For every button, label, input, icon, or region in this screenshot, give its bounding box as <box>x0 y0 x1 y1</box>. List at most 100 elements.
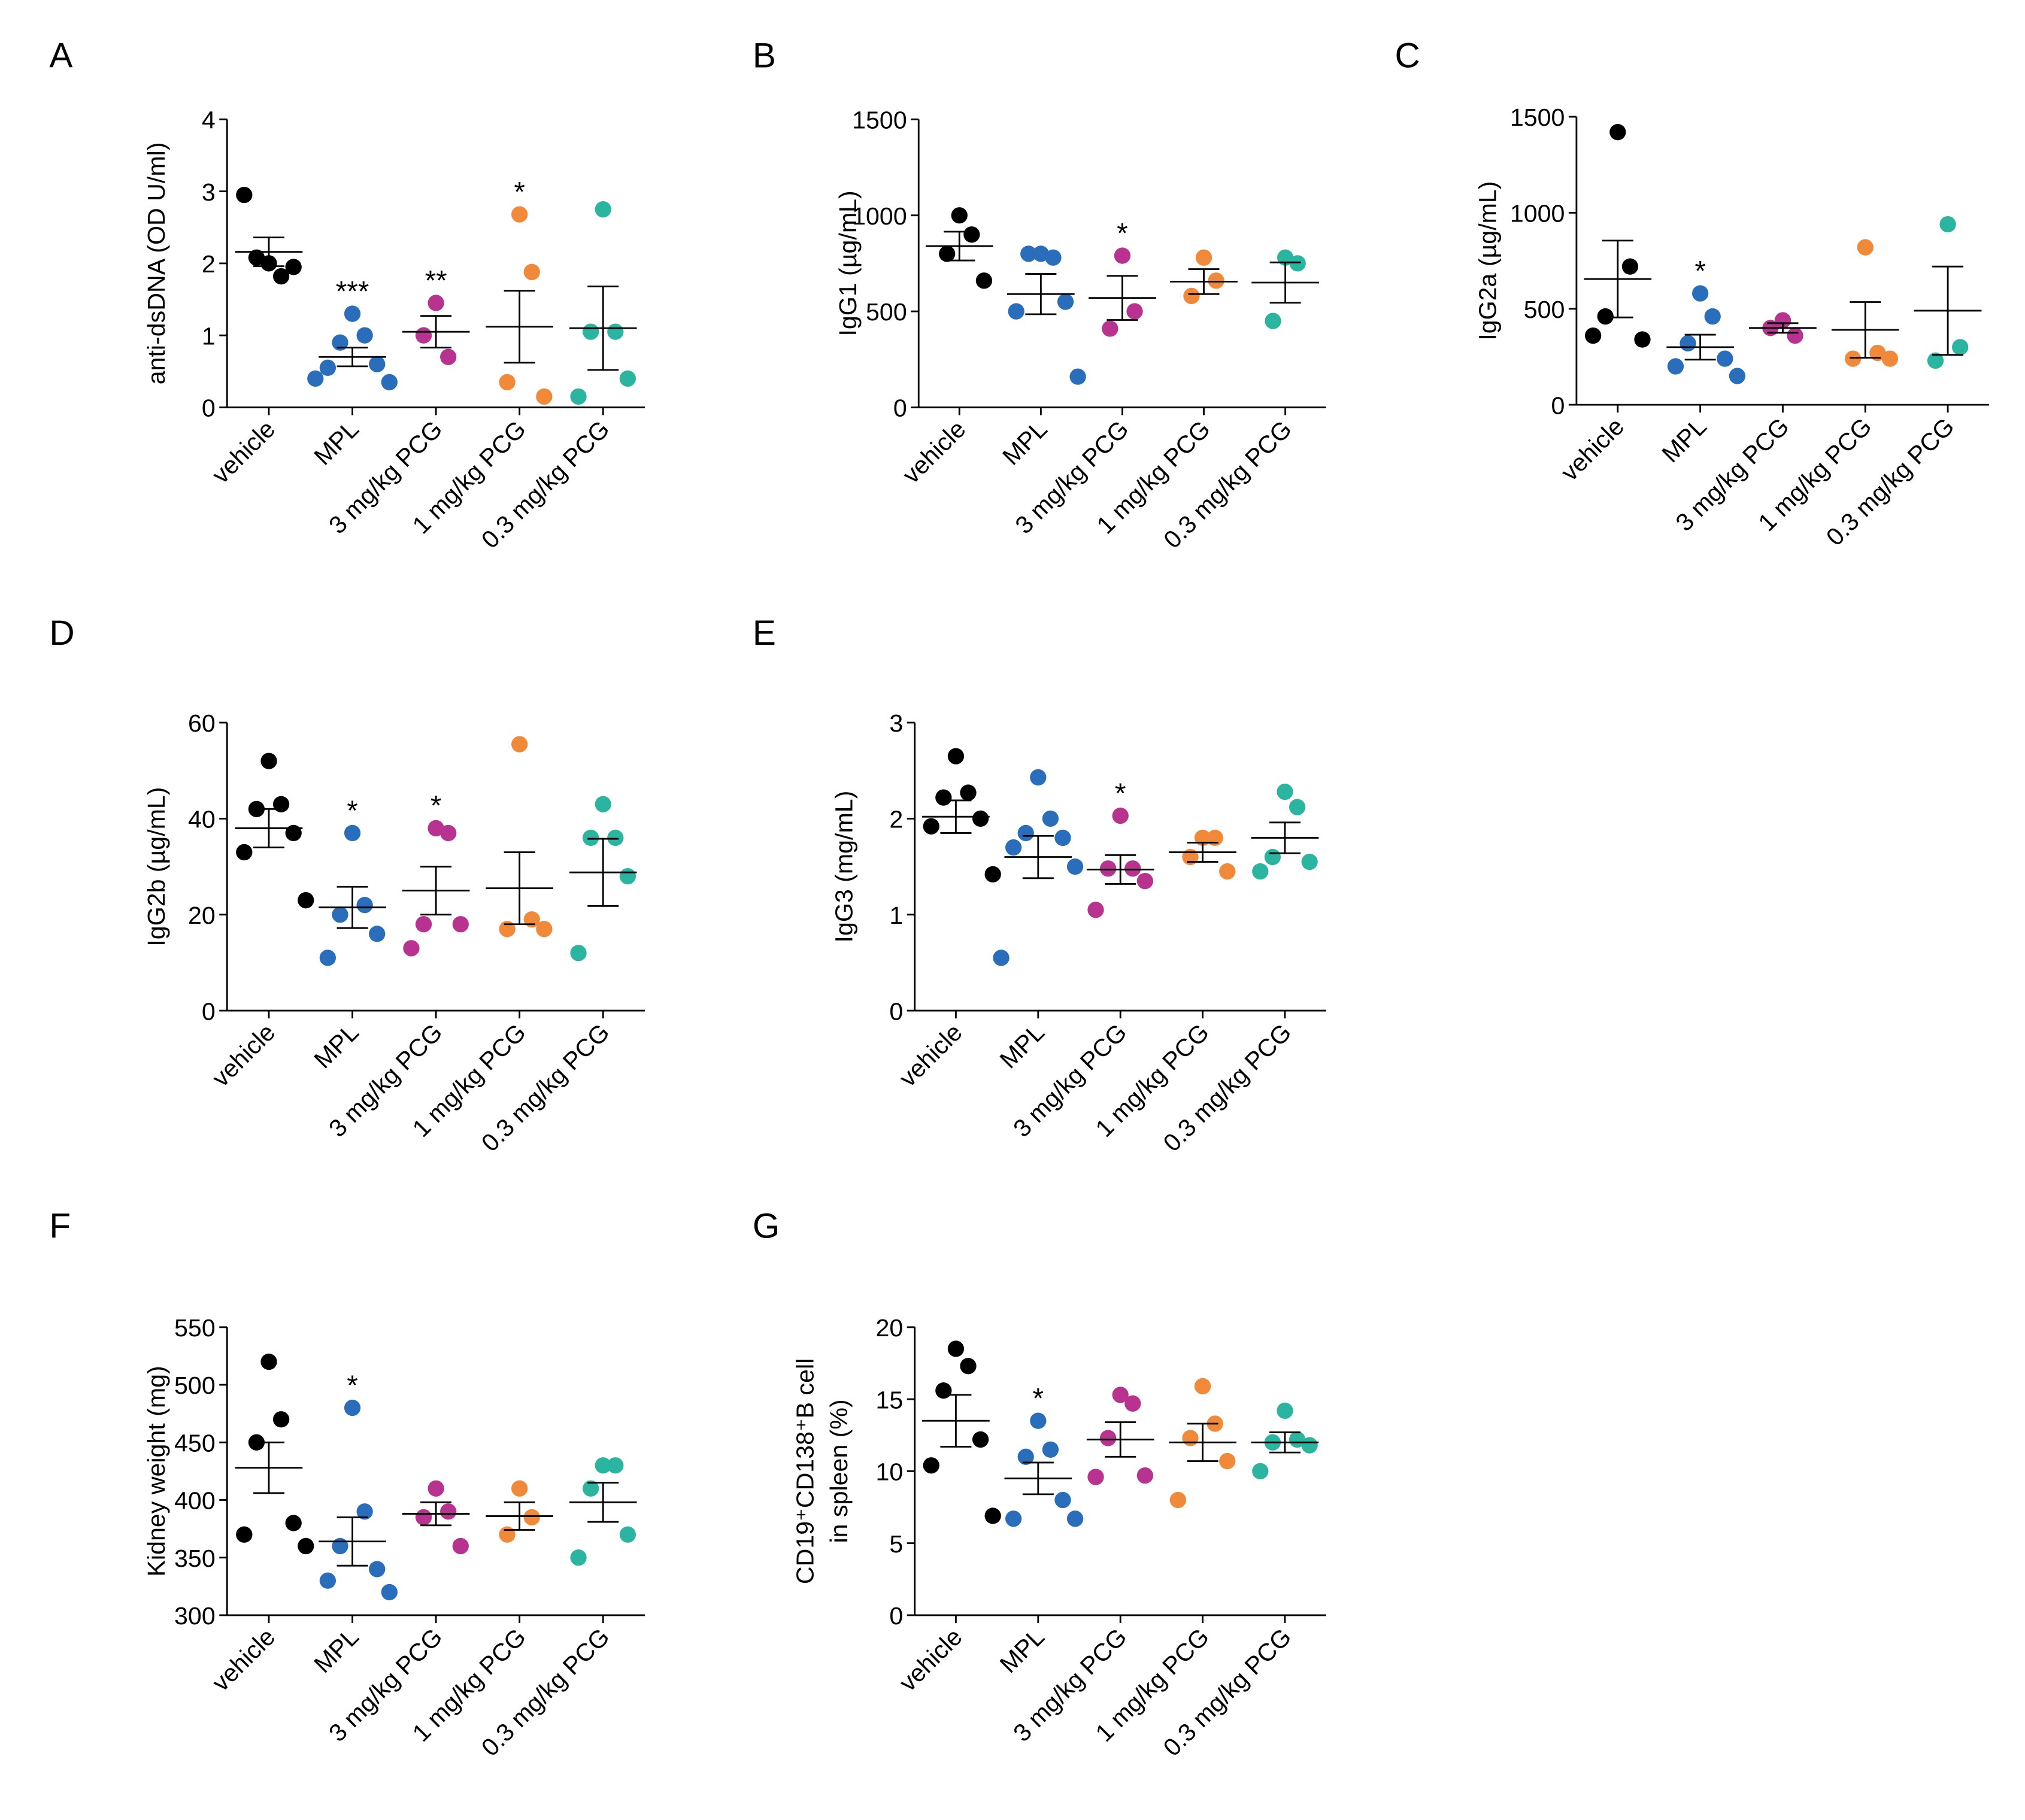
data-point <box>1020 245 1037 262</box>
data-point <box>1054 1491 1071 1509</box>
error-bar <box>1105 854 1136 885</box>
error-bar <box>1025 273 1057 316</box>
y-tick-label: 3 <box>202 178 216 206</box>
y-tick-label: 1 <box>889 902 903 929</box>
data-point <box>1066 858 1084 875</box>
data-point <box>923 1457 939 1474</box>
data-point <box>1114 247 1131 264</box>
data-point <box>947 1340 965 1357</box>
data-point <box>1252 863 1269 880</box>
panel-label: D <box>49 614 74 653</box>
data-point <box>381 374 398 390</box>
data-point <box>440 348 457 365</box>
data-point <box>356 1503 373 1520</box>
y-axis-label: in spleen (%) <box>825 1399 853 1543</box>
y-tick-label: 1500 <box>1510 104 1565 131</box>
y-tick-label: 0 <box>202 997 216 1025</box>
data-point <box>381 1584 398 1601</box>
y-tick-label: 4 <box>202 107 216 134</box>
y-tick-label: 1 <box>202 322 216 350</box>
data-point <box>1005 839 1022 856</box>
data-point <box>344 1399 361 1416</box>
y-tick-label: 350 <box>174 1545 216 1572</box>
y-axis-label: CD19⁺CD138⁺B cell <box>792 1358 819 1584</box>
error-bar <box>504 1501 535 1531</box>
data-point <box>1182 848 1199 866</box>
error-bar <box>1188 268 1220 295</box>
y-tick-label: 450 <box>174 1429 216 1457</box>
data-point <box>1584 327 1602 344</box>
data-point <box>369 926 386 942</box>
y-tick-label: 10 <box>875 1458 903 1486</box>
data-point <box>272 1411 290 1428</box>
data-point <box>1045 249 1062 266</box>
panel: G CD19⁺CD138⁺B cell in spleen (%) 0 5 10 15 20 v… <box>753 1206 1326 1761</box>
x-tick-label: vehicle <box>1556 412 1629 486</box>
data-point <box>1704 308 1721 325</box>
data-point <box>319 950 337 966</box>
y-axis-label: IgG1 (µg/mL) <box>834 190 862 336</box>
data-point <box>1017 1448 1034 1465</box>
data-point <box>369 356 386 372</box>
error-bar <box>1269 821 1301 854</box>
data-point <box>1277 1402 1293 1419</box>
data-point <box>248 249 265 266</box>
x-tick-label: MPL <box>309 1018 364 1073</box>
data-point <box>1057 293 1074 310</box>
error-bar <box>940 1394 972 1448</box>
data-point <box>260 1353 277 1370</box>
data-point <box>1265 313 1281 329</box>
data-point <box>570 388 587 405</box>
data-point <box>1774 312 1791 329</box>
significance-label: * <box>1694 255 1706 287</box>
data-point <box>619 370 636 387</box>
data-point <box>499 1526 516 1543</box>
data-point <box>984 866 1001 883</box>
data-point <box>369 1561 386 1578</box>
data-point <box>1881 350 1899 367</box>
data-point <box>356 327 373 344</box>
error-bar <box>1269 261 1301 304</box>
data-point <box>285 824 302 842</box>
data-point <box>428 295 444 311</box>
data-point <box>298 892 314 909</box>
x-tick-label: MPL <box>1657 412 1712 468</box>
data-point <box>452 916 469 933</box>
data-point <box>923 818 939 835</box>
data-point <box>1206 829 1223 847</box>
data-point <box>511 736 528 753</box>
data-point <box>1252 1463 1269 1480</box>
data-point <box>1952 339 1969 356</box>
error-bar <box>587 285 619 371</box>
panel-label: F <box>49 1206 71 1245</box>
y-tick-label: 2 <box>202 250 216 278</box>
data-point <box>344 305 361 322</box>
panel-label: E <box>753 614 776 653</box>
data-point <box>960 1358 977 1375</box>
data-point <box>1069 368 1086 385</box>
data-point <box>1208 272 1224 289</box>
data-point <box>1219 863 1236 880</box>
data-point <box>595 1457 611 1474</box>
x-tick-label: MPL <box>997 415 1052 470</box>
error-bar <box>1684 333 1716 361</box>
data-point <box>428 820 444 837</box>
error-bar <box>504 851 535 926</box>
data-point <box>332 1537 348 1555</box>
data-point <box>935 789 952 806</box>
data-point <box>582 323 599 340</box>
data-point <box>332 906 348 923</box>
data-point <box>1087 902 1104 918</box>
data-point <box>1042 1441 1059 1458</box>
data-point <box>993 950 1010 966</box>
data-point <box>415 1509 432 1526</box>
data-point <box>1729 368 1746 384</box>
data-point <box>523 263 540 280</box>
data-point <box>356 897 373 914</box>
x-tick-label: vehicle <box>207 1018 280 1092</box>
error-bar <box>1932 265 1964 356</box>
error-bar <box>337 885 368 929</box>
